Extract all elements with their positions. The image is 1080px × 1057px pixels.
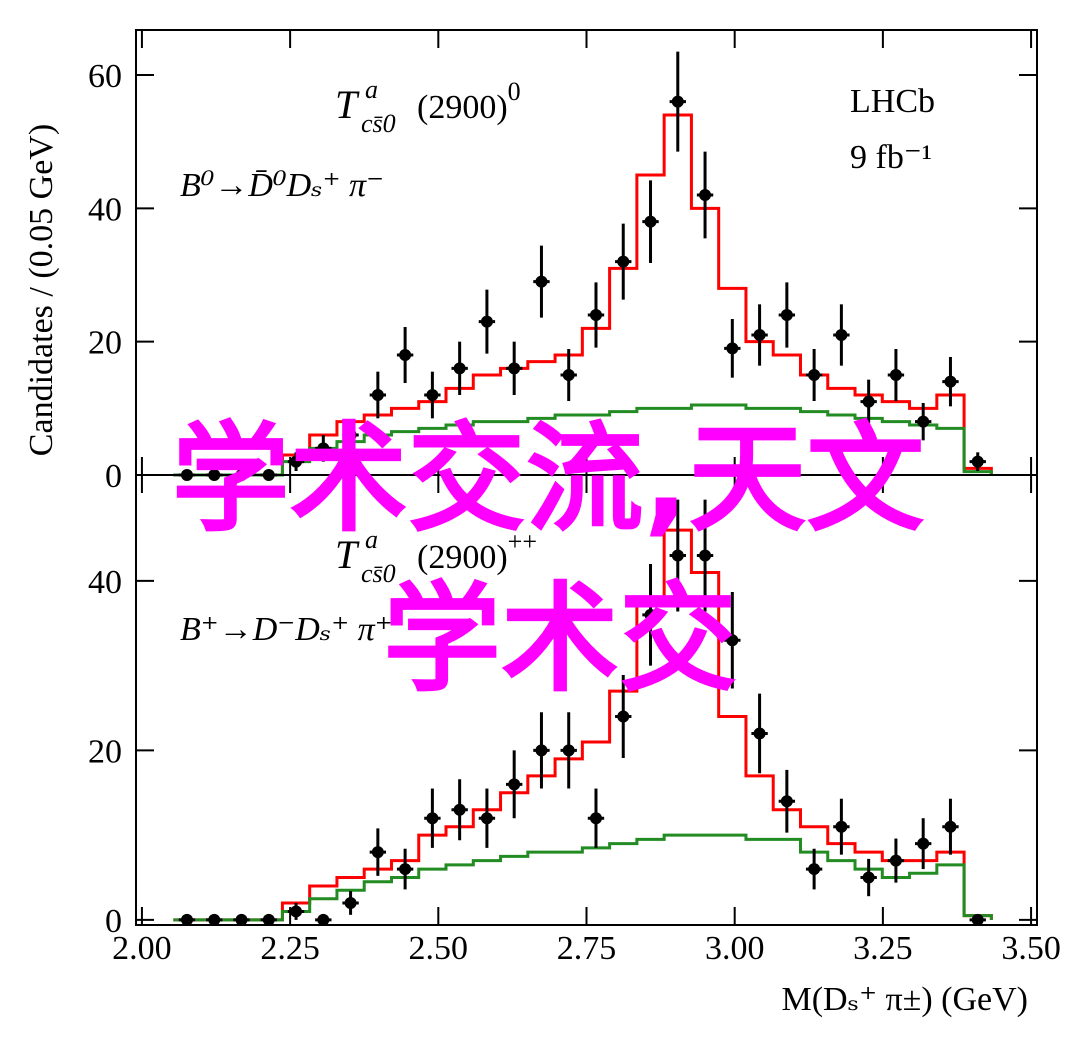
resonance-subscript: cs̄0 — [361, 559, 396, 588]
data-point — [699, 549, 712, 562]
data-point — [535, 275, 548, 288]
data-point — [426, 812, 439, 825]
data-point — [944, 820, 957, 833]
data-point — [535, 744, 548, 757]
resonance-mass: (2900) — [417, 539, 508, 576]
data-point — [453, 362, 466, 375]
x-tick-label: 2.75 — [557, 930, 617, 967]
resonance-subscript: cs̄0 — [361, 109, 396, 138]
fit-curve — [173, 403, 993, 477]
resonance-mass: (2900) — [417, 89, 508, 126]
data-point — [780, 309, 793, 321]
data-point — [617, 255, 630, 268]
data-point — [371, 389, 384, 401]
data-point — [971, 455, 984, 468]
resonance-charge: 0 — [508, 77, 521, 106]
data-point — [344, 896, 357, 909]
data-point — [617, 710, 630, 723]
x-tick-label: 3.50 — [1001, 930, 1061, 967]
data-point — [644, 608, 657, 621]
data-point — [317, 913, 330, 926]
fit-curve — [173, 528, 993, 922]
data-point — [971, 913, 984, 926]
x-tick-label: 3.00 — [705, 930, 765, 967]
data-point — [726, 634, 739, 647]
data-point — [726, 342, 739, 355]
data-point — [808, 863, 821, 876]
data-point — [589, 309, 602, 321]
data-point — [808, 369, 821, 381]
y-axis-label: Candidates / (0.05 GeV) — [23, 124, 60, 456]
x-tick-label: 2.25 — [260, 930, 320, 967]
x-tick-label: 3.25 — [853, 930, 913, 967]
data-point — [480, 315, 493, 328]
data-point — [235, 913, 248, 926]
data-point — [889, 854, 902, 867]
y-tick-label: 0 — [105, 903, 122, 940]
x-axis-label: M(Dₛ⁺ π±) (GeV) — [782, 981, 1029, 1018]
data-point — [862, 871, 875, 884]
data-point — [753, 329, 766, 341]
luminosity-label: 9 fb⁻¹ — [850, 139, 932, 176]
data-point — [671, 95, 684, 108]
data-point — [835, 820, 848, 833]
data-point — [862, 395, 875, 408]
data-point — [508, 362, 521, 375]
experiment-label: LHCb — [850, 83, 935, 120]
y-tick-label: 20 — [88, 325, 122, 362]
resonance-symbol: T — [335, 82, 360, 127]
data-point — [262, 913, 275, 926]
data-point — [344, 429, 357, 441]
data-point — [508, 778, 521, 791]
data-point — [917, 415, 930, 428]
y-tick-label: 20 — [88, 733, 122, 770]
y-tick-label: 40 — [88, 191, 122, 228]
data-point — [180, 913, 193, 926]
data-point — [290, 455, 303, 468]
data-point — [562, 369, 575, 381]
decay-label: B⁺→D⁻Dₛ⁺ π⁺ — [180, 611, 393, 648]
data-point — [889, 369, 902, 381]
data-point — [399, 349, 412, 361]
data-point — [208, 913, 221, 926]
data-point — [426, 389, 439, 401]
data-point — [371, 846, 384, 859]
data-point — [671, 549, 684, 562]
decay-label: B⁰→D̄⁰Dₛ⁺ π⁻ — [180, 167, 384, 204]
data-point — [480, 812, 493, 825]
data-point — [780, 795, 793, 808]
data-point — [753, 727, 766, 740]
data-point — [835, 329, 848, 341]
y-tick-label: 60 — [88, 58, 122, 95]
watermark: 学术交流,天文 — [172, 410, 925, 548]
data-point — [699, 189, 712, 201]
data-point — [917, 837, 930, 850]
resonance-superscript: a — [365, 525, 378, 554]
resonance-superscript: a — [365, 75, 378, 104]
y-tick-label: 40 — [88, 564, 122, 601]
x-tick-label: 2.50 — [409, 930, 469, 967]
resonance-symbol: T — [335, 532, 360, 577]
data-point — [453, 803, 466, 816]
data-point — [562, 744, 575, 757]
data-point — [944, 375, 957, 388]
data-point — [317, 442, 330, 455]
resonance-charge: ++ — [508, 527, 537, 556]
y-tick-label: 0 — [105, 458, 122, 495]
data-point — [399, 863, 412, 876]
watermark: 学术交 — [383, 570, 737, 708]
data-point — [589, 812, 602, 825]
data-point — [644, 215, 657, 228]
x-tick-label: 2.00 — [112, 930, 172, 967]
data-point — [290, 905, 303, 918]
